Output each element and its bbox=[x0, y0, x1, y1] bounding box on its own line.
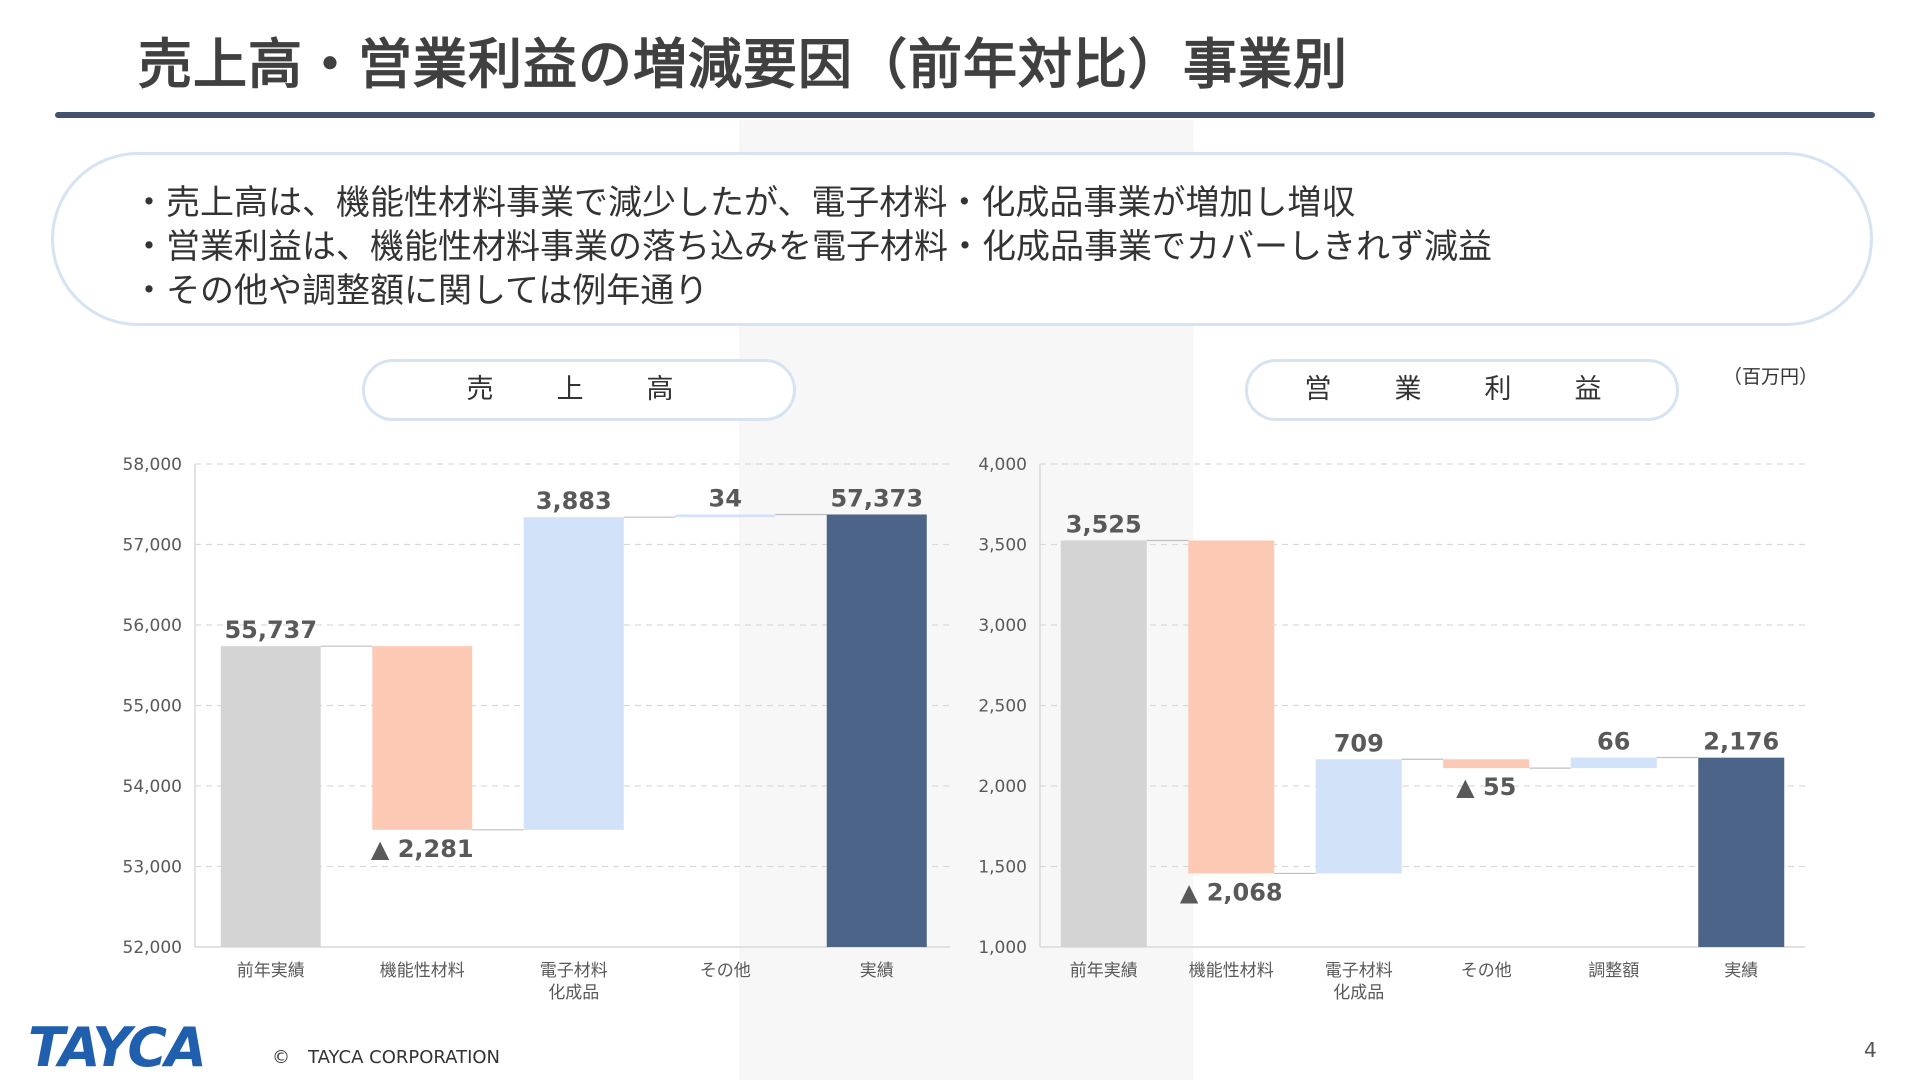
y-tick-label: 2,500 bbox=[978, 697, 1027, 717]
category-label: その他 bbox=[1461, 961, 1512, 981]
data-label: 709 bbox=[1334, 729, 1384, 757]
y-tick-label: 54,000 bbox=[123, 777, 182, 797]
bar bbox=[1315, 759, 1402, 874]
data-label: ▲ 2,068 bbox=[1180, 878, 1283, 906]
summary-line: ・売上高は、機能性材料事業で減少したが、電子材料・化成品事業が増加し増収 bbox=[132, 183, 1356, 223]
data-label: 57,373 bbox=[830, 484, 923, 512]
category-label: 機能性材料 bbox=[380, 961, 465, 981]
y-tick-label: 53,000 bbox=[123, 858, 182, 878]
y-tick-label: 3,500 bbox=[978, 536, 1027, 556]
data-label: 55,737 bbox=[224, 616, 317, 644]
bar bbox=[1060, 540, 1147, 947]
bar bbox=[1443, 759, 1530, 769]
unit-label: （百万円） bbox=[1723, 366, 1819, 388]
category-label: 調整額 bbox=[1588, 961, 1639, 981]
y-tick-label: 3,000 bbox=[978, 616, 1027, 636]
category-label: 化成品 bbox=[548, 983, 599, 1003]
bar bbox=[675, 514, 776, 518]
y-tick-label: 55,000 bbox=[123, 697, 182, 717]
bar bbox=[372, 646, 473, 830]
summary-line: ・その他や調整額に関しては例年通り bbox=[132, 271, 709, 311]
y-tick-label: 1,000 bbox=[978, 938, 1027, 958]
data-label: 66 bbox=[1597, 728, 1630, 756]
category-label: 前年実績 bbox=[1070, 961, 1138, 981]
y-tick-label: 56,000 bbox=[123, 616, 182, 636]
data-label: ▲ 55 bbox=[1456, 773, 1516, 801]
data-label: 34 bbox=[709, 484, 742, 512]
y-tick-label: 4,000 bbox=[978, 455, 1027, 475]
category-label: 前年実績 bbox=[237, 961, 305, 981]
category-label: 機能性材料 bbox=[1189, 961, 1274, 981]
category-label: 電子材料 bbox=[540, 961, 608, 981]
y-tick-label: 2,000 bbox=[978, 777, 1027, 797]
y-tick-label: 58,000 bbox=[123, 455, 182, 475]
sales-chart: 52,000 53,000 54,000 55,000 56,000 57,000 58,0… bbox=[123, 455, 950, 1003]
summary-box: ・売上高は、機能性材料事業で減少したが、電子材料・化成品事業が増加し増収 ・営業… bbox=[51, 152, 1873, 326]
bar bbox=[523, 517, 624, 830]
category-label: 電子材料 bbox=[1325, 961, 1393, 981]
bar bbox=[220, 646, 321, 947]
copyright: © TAYCA CORPORATION bbox=[272, 1047, 501, 1068]
category-label: 化成品 bbox=[1333, 983, 1384, 1003]
summary-line: ・営業利益は、機能性材料事業の落ち込みを電子材料・化成品事業でカバーしきれず減益 bbox=[132, 227, 1492, 267]
sales-chart-title: 売 上 高 bbox=[362, 359, 796, 421]
page-number: 4 bbox=[1864, 1038, 1877, 1062]
bar bbox=[1188, 540, 1275, 874]
page-title: 売上高・営業利益の増減要因（前年対比）事業別 bbox=[138, 33, 1348, 96]
svg-text:TAYCA: TAYCA bbox=[28, 1018, 205, 1074]
data-label: 3,525 bbox=[1066, 510, 1142, 538]
bar bbox=[826, 514, 927, 947]
category-label: 実績 bbox=[1724, 961, 1758, 981]
bar bbox=[1698, 757, 1785, 947]
profit-chart: 1,000 1,500 2,000 2,500 3,000 3,500 4,000 3,525… bbox=[978, 455, 1805, 1003]
tayca-logo: TAYCA bbox=[28, 1018, 207, 1074]
y-tick-label: 1,500 bbox=[978, 858, 1027, 878]
y-tick-label: 52,000 bbox=[123, 938, 182, 958]
y-tick-label: 57,000 bbox=[123, 536, 182, 556]
category-label: その他 bbox=[700, 961, 751, 981]
data-label: ▲ 2,281 bbox=[371, 835, 474, 863]
data-label: 3,883 bbox=[536, 487, 612, 515]
bar bbox=[1570, 757, 1657, 769]
profit-chart-title: 営 業 利 益 bbox=[1245, 359, 1679, 421]
title-rule bbox=[55, 112, 1875, 118]
data-label: 2,176 bbox=[1703, 728, 1779, 756]
category-label: 実績 bbox=[860, 961, 894, 981]
